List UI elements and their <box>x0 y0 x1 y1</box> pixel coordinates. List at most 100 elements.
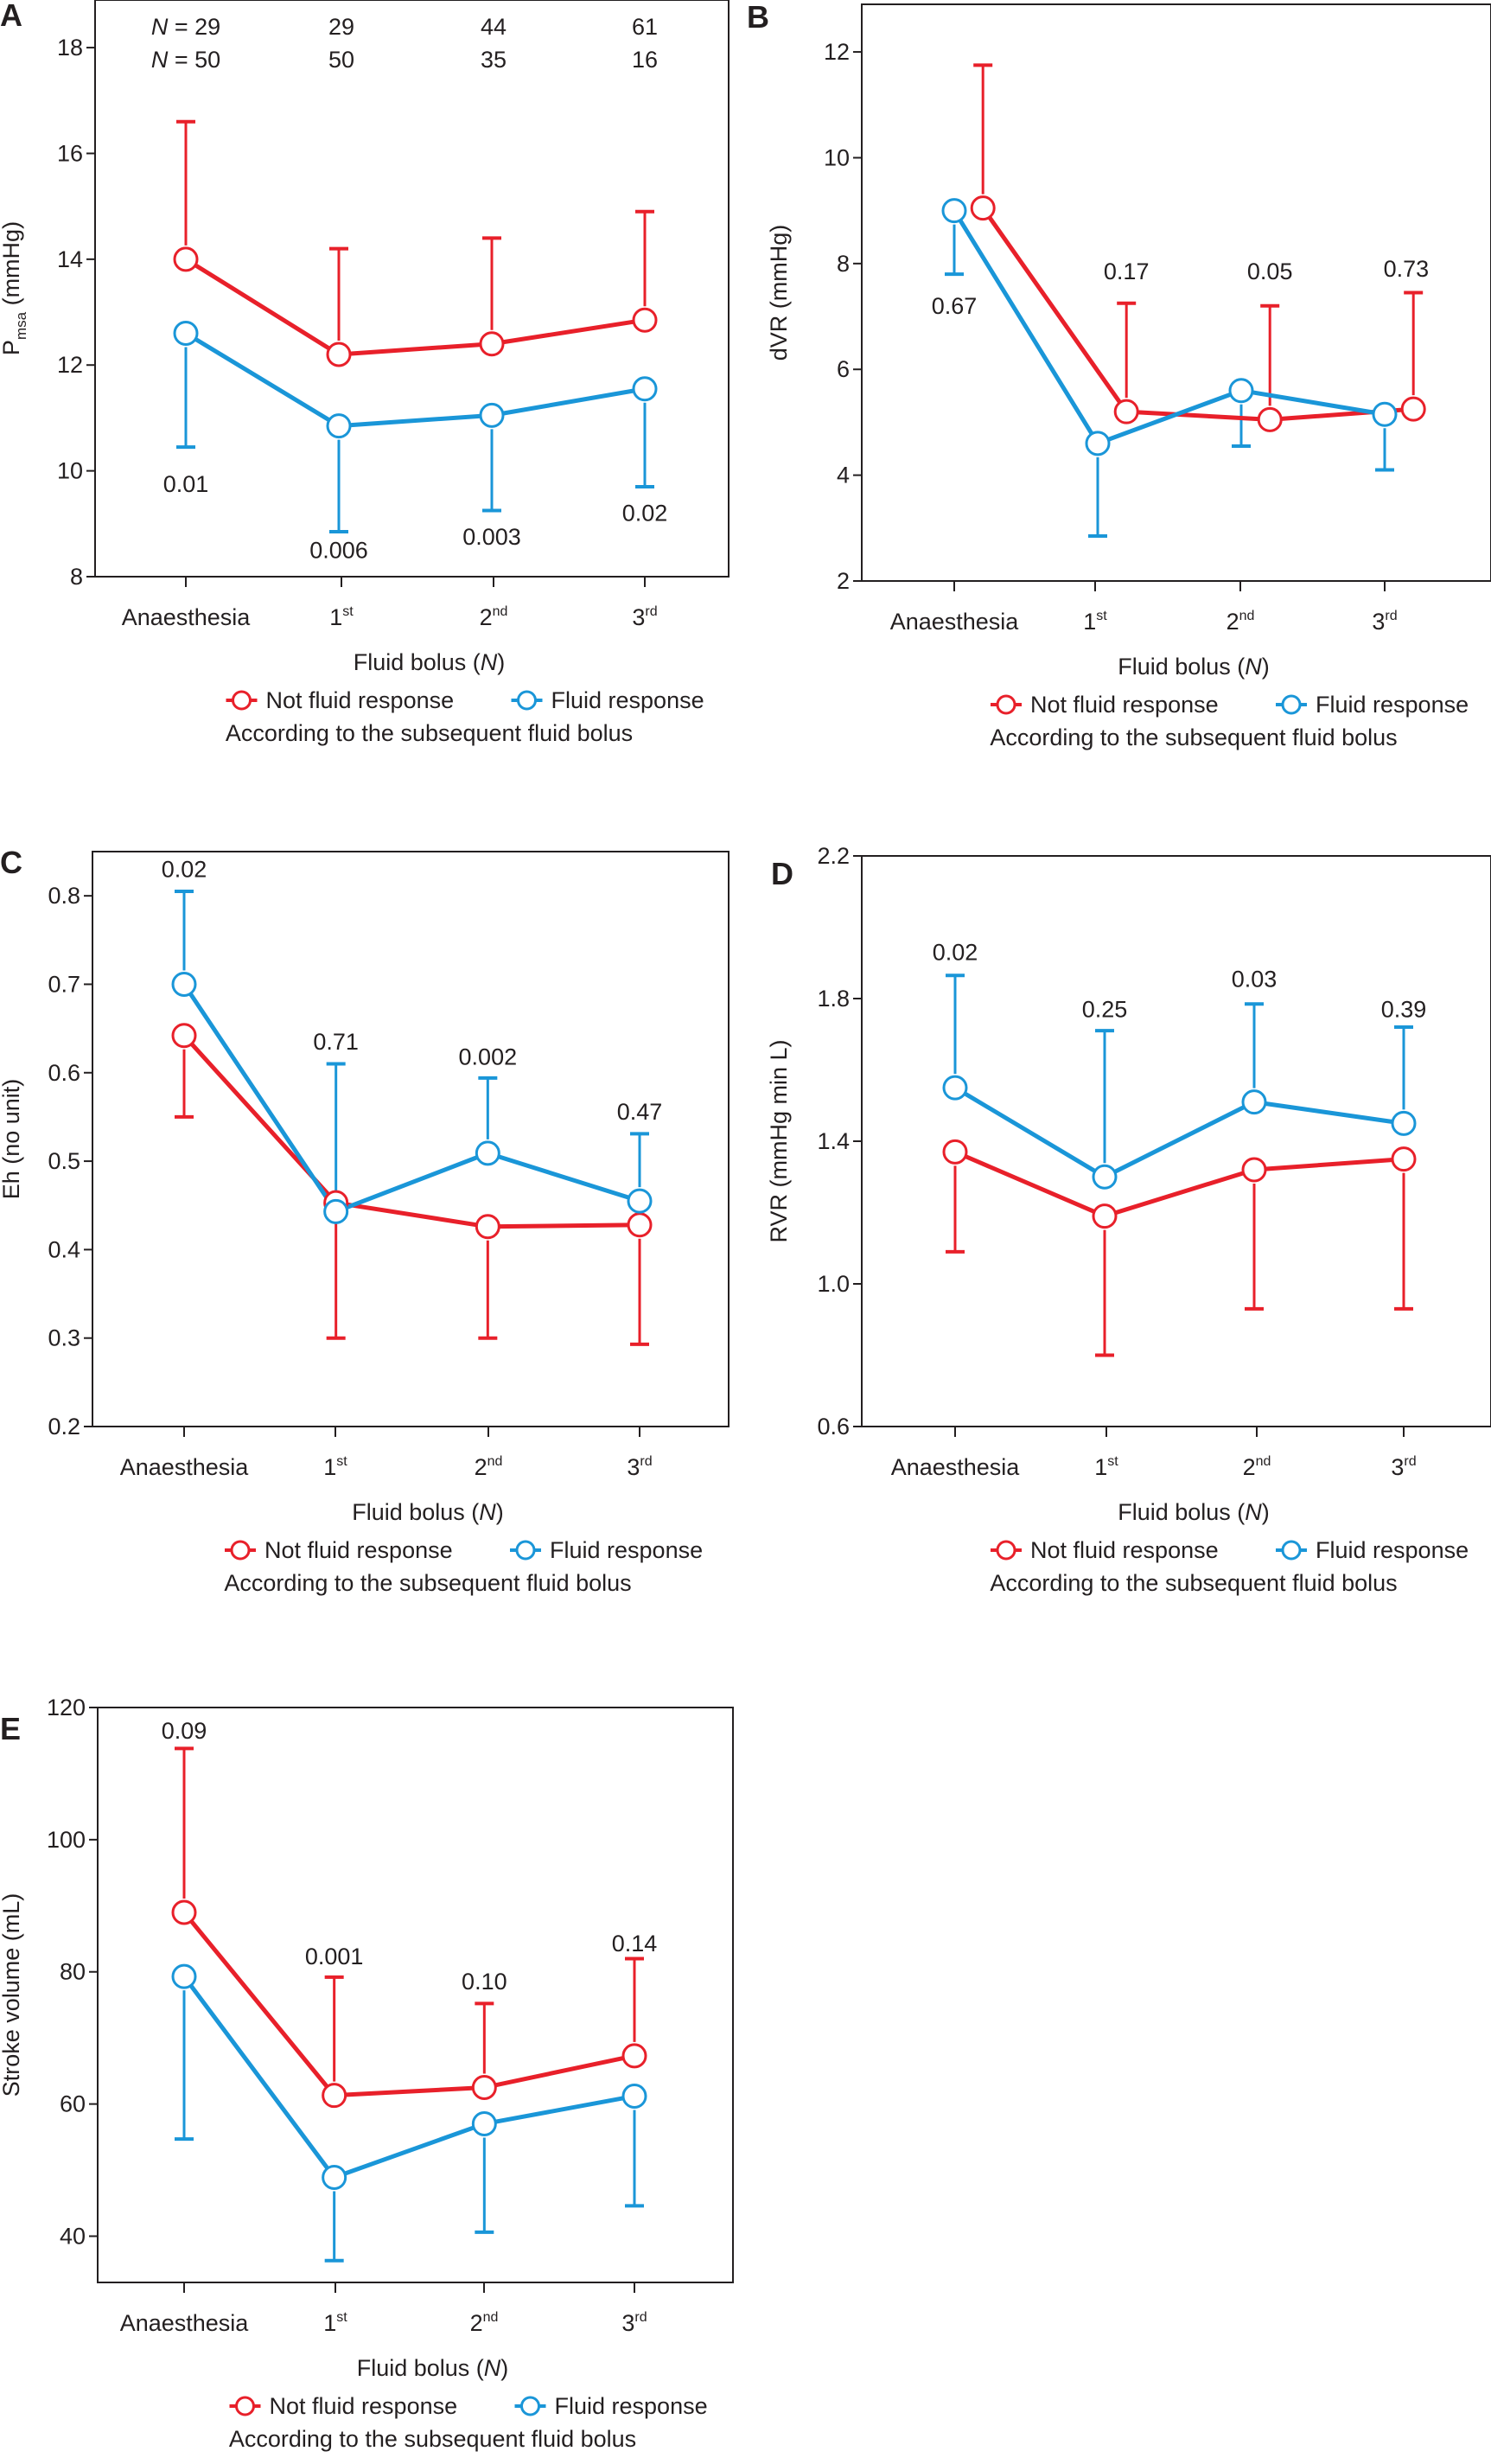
data-point-fluid-response <box>173 321 199 347</box>
data-point-fluid-response <box>1391 1110 1417 1136</box>
legend-note: According to the subsequent fluid bolus <box>229 2426 636 2452</box>
x-tick-label: 1st <box>1083 609 1107 635</box>
panel-c-eh-chart: C 0.2 0.3 0.4 0.5 0.6 0.7 0.8 Anaesthesia 1st 2nd 3… <box>0 830 745 1625</box>
x-axis-title: Fluid bolus (N) <box>357 2355 509 2381</box>
series-line-fluid-response <box>184 331 646 429</box>
data-point-not-fluid-response <box>970 195 996 221</box>
p-value-label: 0.09 <box>162 1718 207 1744</box>
x-tick-label: 1st <box>329 604 354 630</box>
legend-label-fluid-response: Fluid response <box>1316 1537 1469 1563</box>
legend-swatch-marker <box>515 1540 536 1561</box>
y-tick-label: 40 <box>60 2223 86 2249</box>
legend-label-not-fluid-response: Not fluid response <box>1030 692 1219 718</box>
x-tick-label: Anaesthesia <box>890 609 1020 635</box>
y-tick-label: 0.6 <box>48 1060 80 1086</box>
series-line-fluid-response <box>953 1085 1405 1179</box>
legend-swatch-marker <box>996 1540 1016 1561</box>
n-count-label: 16 <box>632 47 658 73</box>
panel-a-pmsa-chart: A 8 10 12 14 16 18 Anaesthesia 1st 2nd 3rd Fluid bo… <box>0 0 745 778</box>
p-value-label: 0.002 <box>459 1044 518 1069</box>
x-axis-title: Fluid bolus (N) <box>1118 654 1270 680</box>
legend: Not fluid response Fluid response <box>229 2393 708 2419</box>
dvr-chart-svg: B 2 4 6 8 10 12 Anaesthesia 1st 2nd 3rd Fluid bolus… <box>747 0 1491 750</box>
y-axis-title: RVR (mmHg min L) <box>766 1039 792 1242</box>
plot-frame <box>861 3 1491 582</box>
rvr-chart-svg: D 0.6 1.0 1.4 1.8 2.2 Anaesthesia 1st 2nd 3rd Flui… <box>766 843 1491 1596</box>
y-tick-label: 0.6 <box>817 1414 850 1439</box>
series-line-fluid-response <box>182 1975 635 2180</box>
pmsa-chart-svg: A 8 10 12 14 16 18 Anaesthesia 1st 2nd 3rd Fluid bo… <box>0 0 730 746</box>
legend-note: According to the subsequent fluid bolus <box>990 1570 1397 1596</box>
x-tick-label: Anaesthesia <box>120 2310 250 2336</box>
y-tick-label: 2.2 <box>817 843 850 869</box>
p-value-label: 0.03 <box>1232 966 1278 992</box>
x-tick-label: 2nd <box>1243 1454 1271 1480</box>
data-point-not-fluid-response <box>171 1899 197 1925</box>
y-tick-label: 0.4 <box>48 1236 80 1262</box>
data-point-fluid-response <box>627 1188 653 1214</box>
data-point-fluid-response <box>1085 431 1111 456</box>
x-tick-label: 1st <box>323 1454 347 1480</box>
legend-swatch-marker <box>1281 694 1302 715</box>
series-line-not-fluid-response <box>182 1911 635 2098</box>
data-point-not-fluid-response <box>1241 1157 1267 1183</box>
p-value-label: 0.39 <box>1381 996 1427 1022</box>
x-tick-label: Anaesthesia <box>120 1454 250 1480</box>
y-tick-label: 1.0 <box>817 1271 850 1297</box>
y-tick-label: 10 <box>824 144 850 170</box>
legend-label-not-fluid-response: Not fluid response <box>264 1537 453 1563</box>
plot-frame <box>92 851 730 1427</box>
eh-chart-svg: C 0.2 0.3 0.4 0.5 0.6 0.7 0.8 Anaesthesia 1st 2nd 3… <box>0 845 730 1596</box>
series-line-not-fluid-response <box>954 1150 1405 1219</box>
x-tick-label: Anaesthesia <box>122 604 252 630</box>
data-point-not-fluid-response <box>479 331 505 357</box>
n-count-label: N = 50 <box>151 47 220 73</box>
p-value-label: 0.006 <box>309 537 368 563</box>
data-point-not-fluid-response <box>1400 396 1426 422</box>
series-line-not-fluid-response <box>981 207 1414 422</box>
p-value-label: 0.17 <box>1104 259 1150 284</box>
p-value-label: 0.47 <box>617 1099 663 1125</box>
legend-label-not-fluid-response: Not fluid response <box>1030 1537 1219 1563</box>
legend-label-fluid-response: Fluid response <box>550 1537 703 1563</box>
p-value-label: 0.02 <box>162 856 207 882</box>
y-tick-label: 18 <box>57 35 83 61</box>
data-point-fluid-response <box>1092 1164 1118 1190</box>
data-point-not-fluid-response <box>1092 1203 1118 1229</box>
p-value-label: 0.10 <box>462 1969 507 1995</box>
data-point-fluid-response <box>326 413 352 439</box>
data-point-not-fluid-response <box>471 2075 497 2101</box>
y-tick-label: 0.7 <box>48 971 80 997</box>
y-tick-label: 2 <box>837 568 850 594</box>
n-count-label: 35 <box>481 47 507 73</box>
data-point-not-fluid-response <box>621 2043 647 2069</box>
data-point-not-fluid-response <box>171 1023 197 1049</box>
p-value-label: 0.05 <box>1247 259 1293 284</box>
series-line-not-fluid-response <box>184 257 646 357</box>
data-point-not-fluid-response <box>475 1214 500 1240</box>
legend: Not fluid response Fluid response <box>991 692 1469 718</box>
y-tick-label: 60 <box>60 2091 86 2117</box>
legend: Not fluid response Fluid response <box>225 1537 703 1563</box>
data-point-fluid-response <box>171 1963 197 1989</box>
y-tick-label: 100 <box>47 1827 86 1853</box>
n-count-label: 29 <box>328 14 354 40</box>
x-tick-label: 2nd <box>1227 609 1255 635</box>
plot-frame <box>97 1707 734 2283</box>
legend-label-fluid-response: Fluid response <box>1316 692 1469 718</box>
data-point-not-fluid-response <box>1391 1146 1417 1172</box>
n-count-label: 44 <box>481 14 507 40</box>
y-tick-label: 0.3 <box>48 1325 80 1351</box>
data-point-not-fluid-response <box>632 307 658 333</box>
y-tick-label: 0.5 <box>48 1148 80 1174</box>
x-tick-label: 3rd <box>627 1454 652 1480</box>
x-tick-label: 3rd <box>1391 1454 1416 1480</box>
data-point-fluid-response <box>632 376 658 402</box>
x-tick-label: 2nd <box>470 2310 499 2336</box>
p-value-label: 0.25 <box>1082 996 1128 1022</box>
p-value-label: 0.001 <box>305 1944 364 1969</box>
data-point-not-fluid-response <box>942 1139 968 1165</box>
y-tick-label: 12 <box>57 352 83 378</box>
p-value-label: 0.71 <box>313 1029 359 1055</box>
p-value-label: 0.003 <box>462 524 521 550</box>
